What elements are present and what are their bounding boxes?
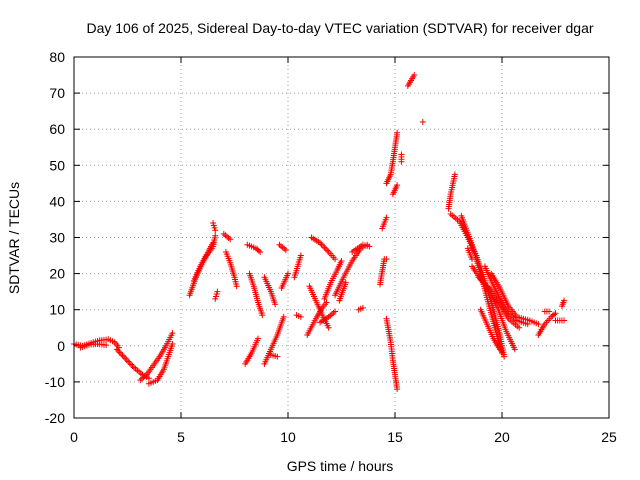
data-point	[255, 247, 262, 254]
data-point	[561, 317, 568, 324]
data-point	[285, 270, 291, 277]
data-point	[552, 310, 559, 317]
data-point	[145, 375, 152, 382]
data-point	[501, 353, 508, 360]
y-tick-label: 50	[49, 157, 65, 173]
data-point	[272, 301, 279, 308]
data-point	[546, 308, 553, 315]
data-point	[332, 308, 339, 315]
data-point	[398, 151, 405, 158]
data-point	[451, 171, 458, 178]
data-point	[469, 256, 476, 263]
chart-title: Day 106 of 2025, Sidereal Day-to-day VTE…	[86, 20, 593, 36]
data-point	[259, 312, 266, 319]
data-point	[561, 297, 568, 304]
data-points	[71, 72, 568, 393]
data-point	[297, 313, 304, 320]
x-axis-label: GPS time / hours	[287, 458, 394, 474]
x-tick-label: 10	[280, 429, 296, 445]
data-point	[383, 214, 390, 221]
data-point	[551, 311, 558, 318]
data-point	[103, 342, 110, 349]
data-point	[332, 256, 339, 263]
data-point	[169, 340, 176, 347]
y-tick-label: -20	[45, 410, 65, 426]
data-point	[212, 227, 219, 234]
data-point	[274, 353, 281, 360]
y-tick-label: 10	[49, 302, 65, 318]
data-point	[394, 182, 401, 189]
data-point	[169, 330, 176, 337]
data-point	[419, 118, 426, 125]
y-tick-label: 0	[57, 338, 65, 354]
data-point	[342, 279, 349, 286]
data-point	[212, 232, 219, 239]
data-point	[511, 346, 518, 353]
y-tick-label: 40	[49, 193, 65, 209]
y-tick-label: 80	[49, 49, 65, 65]
data-point	[366, 243, 373, 250]
y-tick-label: -10	[45, 374, 65, 390]
axis-ticks: -20 -10 0 10 20 30 40 50 60 70 80 0 5 10 15 20 25	[45, 49, 617, 445]
data-point	[227, 236, 234, 243]
data-point	[359, 304, 366, 311]
data-point	[496, 346, 503, 353]
x-tick-label: 20	[494, 429, 510, 445]
data-point	[394, 129, 401, 136]
data-point	[411, 72, 418, 79]
x-tick-label: 15	[387, 429, 403, 445]
data-point	[383, 256, 390, 263]
data-point	[280, 313, 287, 320]
data-point	[255, 335, 262, 342]
data-point	[257, 248, 264, 255]
data-point	[323, 299, 330, 306]
y-axis-label: SDTVAR / TECUs	[6, 182, 22, 294]
y-tick-label: 20	[49, 266, 65, 282]
x-tick-label: 0	[70, 429, 78, 445]
y-tick-label: 60	[49, 121, 65, 137]
y-tick-label: 30	[49, 230, 65, 246]
data-point	[535, 321, 542, 328]
data-point	[214, 288, 221, 295]
data-point	[233, 283, 240, 290]
data-point	[516, 324, 523, 331]
x-tick-label: 5	[177, 429, 185, 445]
data-point	[499, 350, 505, 357]
plot-frame	[73, 56, 610, 419]
data-point	[325, 324, 332, 331]
data-point	[394, 386, 401, 393]
x-tick-label: 25	[601, 429, 617, 445]
data-point	[282, 247, 289, 254]
y-tick-label: 70	[49, 85, 65, 101]
data-point	[297, 252, 304, 259]
data-point	[338, 257, 345, 264]
